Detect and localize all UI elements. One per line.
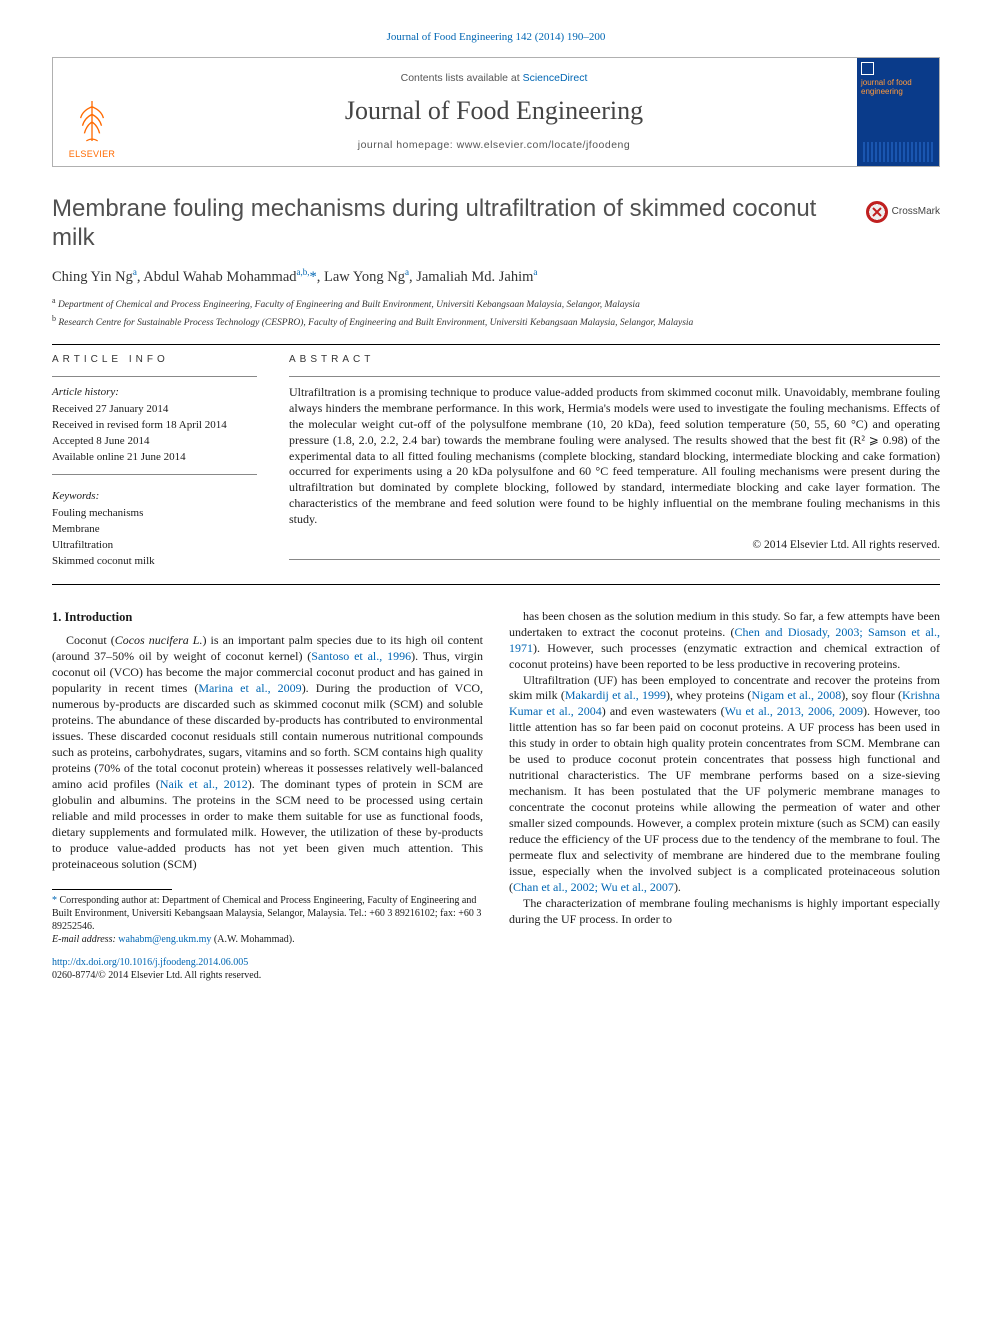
- sciencedirect-link[interactable]: ScienceDirect: [523, 72, 588, 84]
- homepage-prefix: journal homepage:: [358, 139, 457, 151]
- abstract-heading: ABSTRACT: [289, 353, 940, 367]
- affil-text: Department of Chemical and Process Engin…: [58, 300, 640, 310]
- contents-available-line: Contents lists available at ScienceDirec…: [401, 71, 588, 85]
- email-person: (A.W. Mohammad).: [214, 934, 295, 945]
- keyword: Skimmed coconut milk: [52, 554, 257, 569]
- keyword: Ultrafiltration: [52, 538, 257, 553]
- affiliation: a Department of Chemical and Process Eng…: [52, 296, 940, 312]
- email-label: E-mail address:: [52, 934, 116, 945]
- article-info-column: ARTICLE INFO Article history: Received 2…: [52, 353, 257, 570]
- journal-reference: Journal of Food Engineering 142 (2014) 1…: [52, 30, 940, 45]
- doi-link[interactable]: http://dx.doi.org/10.1016/j.jfoodeng.201…: [52, 956, 483, 969]
- keyword: Fouling mechanisms: [52, 506, 257, 521]
- publisher-logo-block: ELSEVIER: [53, 58, 131, 166]
- cover-square-icon: [861, 62, 874, 75]
- journal-name: Journal of Food Engineering: [345, 93, 643, 128]
- corresponding-email-link[interactable]: wahabm@eng.ukm.my: [118, 934, 211, 945]
- history-line: Accepted 8 June 2014: [52, 434, 257, 449]
- article-body: 1. Introduction Coconut (Cocos nucifera …: [52, 609, 940, 982]
- journal-header-center: Contents lists available at ScienceDirec…: [131, 58, 857, 166]
- article-title: Membrane fouling mechanisms during ultra…: [52, 195, 848, 253]
- affil-sup: b: [52, 314, 56, 323]
- abstract-copyright: © 2014 Elsevier Ltd. All rights reserved…: [289, 538, 940, 554]
- body-paragraph: has been chosen as the solution medium i…: [509, 609, 940, 673]
- publisher-name: ELSEVIER: [69, 148, 115, 160]
- journal-cover-thumb: journal of food engineering: [857, 58, 939, 166]
- article-history-heading: Article history:: [52, 385, 257, 400]
- history-line: Received 27 January 2014: [52, 402, 257, 417]
- cover-stripes-icon: [861, 142, 935, 162]
- crossmark-badge[interactable]: CrossMark: [866, 201, 940, 223]
- elsevier-tree-icon: [73, 97, 111, 145]
- affil-text: Research Centre for Sustainable Process …: [58, 318, 693, 328]
- email-footnote: E-mail address: wahabm@eng.ukm.my (A.W. …: [52, 933, 483, 946]
- crossmark-icon: [866, 201, 888, 223]
- corresponding-author-footnote: * Corresponding author at: Department of…: [52, 894, 483, 933]
- article-info-heading: ARTICLE INFO: [52, 353, 257, 367]
- body-paragraph: The characterization of membrane fouling…: [509, 896, 940, 928]
- body-paragraph: Ultrafiltration (UF) has been employed t…: [509, 673, 940, 896]
- affiliation: b Research Centre for Sustainable Proces…: [52, 314, 940, 330]
- keywords-heading: Keywords:: [52, 489, 257, 504]
- doi-block: http://dx.doi.org/10.1016/j.jfoodeng.201…: [52, 956, 483, 982]
- authors-line: Ching Yin Nga, Abdul Wahab Mohammada,b,*…: [52, 266, 940, 287]
- issn-copyright: 0260-8774/© 2014 Elsevier Ltd. All right…: [52, 969, 483, 982]
- history-line: Available online 21 June 2014: [52, 450, 257, 465]
- crossmark-label: CrossMark: [892, 205, 940, 219]
- abstract-column: ABSTRACT Ultrafiltration is a promising …: [289, 353, 940, 570]
- history-line: Received in revised form 18 April 2014: [52, 418, 257, 433]
- keyword: Membrane: [52, 522, 257, 537]
- affiliations: a Department of Chemical and Process Eng…: [52, 296, 940, 330]
- contents-prefix: Contents lists available at: [401, 72, 523, 84]
- cover-title: journal of food engineering: [861, 79, 935, 97]
- body-paragraph: Coconut (Cocos nucifera L.) is an import…: [52, 633, 483, 872]
- abstract-text: Ultrafiltration is a promising technique…: [289, 385, 940, 527]
- section-heading: 1. Introduction: [52, 609, 483, 626]
- affil-sup: a: [52, 296, 56, 305]
- homepage-url[interactable]: www.elsevier.com/locate/jfoodeng: [457, 139, 631, 151]
- footnote-rule: [52, 889, 172, 890]
- journal-homepage-line: journal homepage: www.elsevier.com/locat…: [358, 138, 631, 152]
- journal-header: ELSEVIER Contents lists available at Sci…: [52, 57, 940, 167]
